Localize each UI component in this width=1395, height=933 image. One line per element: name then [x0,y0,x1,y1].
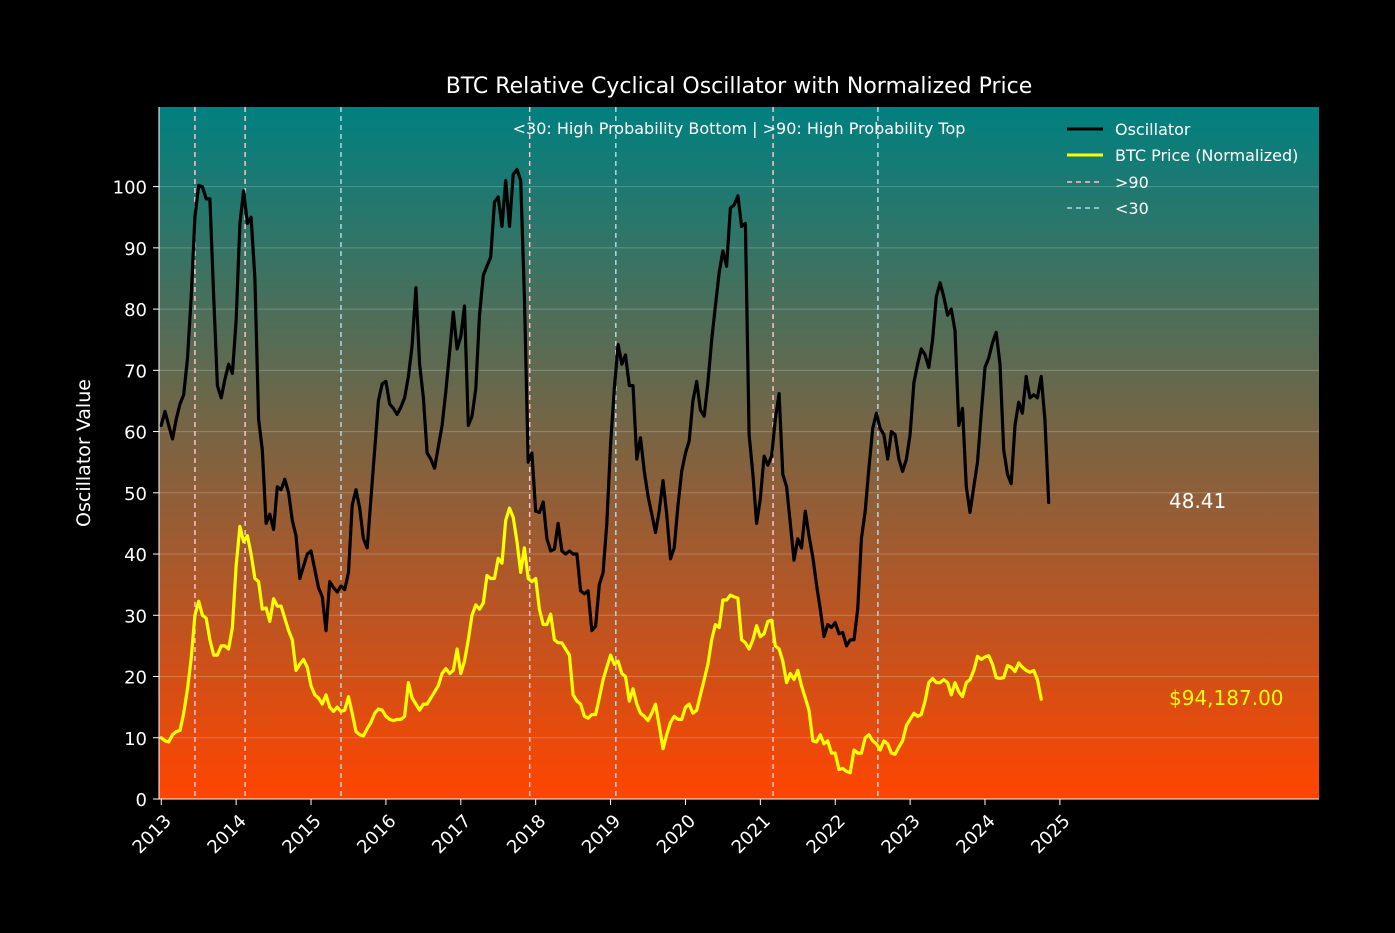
y-tick-label: 70 [124,361,147,382]
cycle-markers [194,107,879,799]
y-tick-label: 10 [124,729,147,750]
y-tick-label: 0 [136,790,147,811]
legend-label-top: >90 [1115,173,1149,192]
y-tick-label: 80 [124,300,147,321]
legend-label-oscillator: Oscillator [1115,120,1191,139]
legend-label-bottom: <30 [1115,199,1149,218]
y-tick-label: 90 [124,239,147,260]
y-axis: 0 10 20 30 40 50 60 70 80 90 100 [113,107,160,811]
y-tick-label: 40 [124,545,147,566]
y-tick-label: 20 [124,668,147,689]
series-lines [159,167,1051,775]
threshold-annotation: <30: High Probability Bottom | >90: High… [513,119,966,138]
price-final-value: $94,187.00 [1169,686,1284,710]
legend-label-price: BTC Price (Normalized) [1115,146,1298,165]
chart-title: BTC Relative Cyclical Oscillator with No… [446,74,1033,99]
oscillator-line [159,167,1051,648]
grid-lines [159,186,1319,800]
y-tick-label: 30 [124,606,147,627]
y-tick-label: 60 [124,423,147,444]
legend: Oscillator BTC Price (Normalized) >90 <3… [1067,120,1298,218]
price-line [159,506,1043,775]
y-tick-label: 100 [113,178,147,199]
oscillator-final-value: 48.41 [1169,489,1226,513]
plot-background [159,107,1319,799]
y-tick-label: 50 [124,484,147,505]
y-axis-label: Oscillator Value [73,379,95,527]
